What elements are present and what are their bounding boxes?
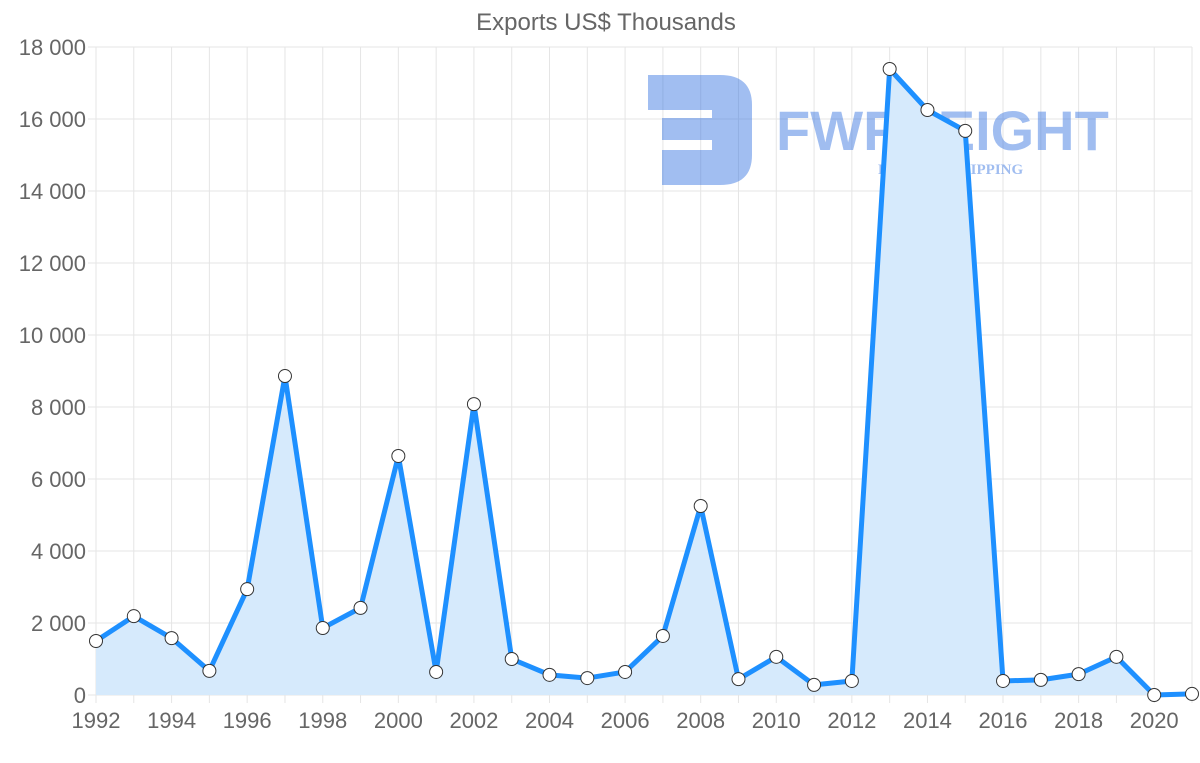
series [89,61,1199,702]
y-tick-label: 0 [74,683,86,708]
data-point [240,582,255,597]
data-point [920,103,935,117]
data-point [731,672,746,687]
data-point [126,609,141,624]
data-point [353,600,368,615]
data-point [807,677,822,692]
x-tick-label: 1996 [223,708,272,733]
y-tick-label: 14 000 [19,179,86,204]
x-tick-label: 2010 [752,708,801,733]
data-point [1033,672,1048,687]
data-point [882,61,897,76]
data-point [164,631,179,646]
data-point [769,649,784,664]
y-tick-label: 10 000 [19,323,86,348]
x-tick-label: 2008 [676,708,725,733]
data-point [996,673,1011,688]
data-point [466,397,481,412]
data-point [580,671,595,686]
x-tick-label: 2004 [525,708,574,733]
data-point [1185,686,1199,701]
x-tick-label: 2014 [903,708,952,733]
x-tick-label: 2016 [979,708,1028,733]
series-area [96,68,1192,695]
data-point [391,448,406,463]
y-tick-label: 8 000 [31,395,86,420]
data-point [542,667,557,682]
y-tick-label: 18 000 [19,35,86,60]
x-tick-label: 1998 [298,708,347,733]
y-tick-label: 4 000 [31,539,86,564]
data-point [202,663,217,678]
chart-title: Exports US$ Thousands [476,9,736,36]
data-point [1071,667,1086,682]
axes: 0 2 000 4 000 6 000 8 000 10 000 12 000 14 000 1… [19,35,1179,733]
data-point [315,621,330,636]
x-tick-label: 2020 [1130,708,1179,733]
x-tick-label: 2012 [827,708,876,733]
x-tick-label: 2006 [601,708,650,733]
y-tick-label: 16 000 [19,107,86,132]
data-point [958,123,973,138]
y-tick-label: 12 000 [19,251,86,276]
x-tick-label: 1992 [72,708,121,733]
x-tick-label: 2000 [374,708,423,733]
x-tick-label: 2018 [1054,708,1103,733]
y-tick-label: 2 000 [31,611,86,636]
x-tick-label: 1994 [147,708,196,733]
y-tick-label: 6 000 [31,467,86,492]
data-point [693,499,708,513]
data-point [277,369,292,384]
data-point [618,664,633,679]
data-point [1147,688,1162,702]
x-tick-label: 2002 [449,708,498,733]
data-point [504,652,519,666]
watermark-logo: FWFREIGHT FREIGHT SHIPPING [648,75,1109,185]
data-point [89,634,103,648]
data-point [844,673,859,688]
data-point [655,628,670,643]
data-point [1109,649,1124,664]
data-point [429,664,444,679]
